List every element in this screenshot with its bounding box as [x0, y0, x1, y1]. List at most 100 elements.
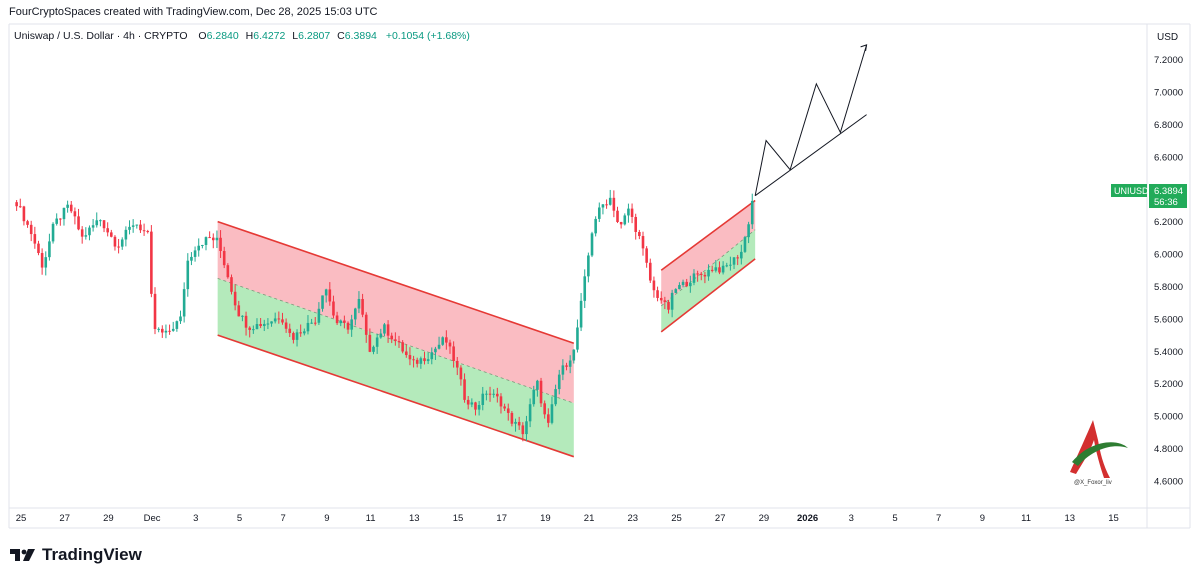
candle-body: [608, 197, 612, 205]
candle-body: [536, 380, 539, 390]
projection-arrowhead: [860, 44, 868, 51]
time-tick-label: 21: [584, 513, 595, 524]
tradingview-icon: [10, 549, 35, 561]
candle-body: [652, 280, 656, 291]
candle-body: [587, 255, 590, 277]
candle-body: [641, 236, 645, 249]
time-tick-label: 3: [849, 513, 854, 524]
candle-body: [150, 231, 153, 294]
time-tick-label: 2026: [797, 513, 818, 524]
time-tick-label: 3: [193, 513, 198, 524]
candle-body: [648, 262, 652, 281]
descending-channel-lower-line: [217, 334, 575, 458]
candle-body: [273, 318, 277, 322]
candle-body: [328, 289, 332, 302]
rising-wedge-upper-zone: [661, 200, 756, 306]
candle-body: [292, 333, 295, 340]
time-tick-label: 5: [237, 513, 242, 524]
candle-body: [594, 218, 597, 234]
time-tick-label: 27: [59, 513, 70, 524]
projection-zigzag: [754, 44, 868, 196]
candle-body: [244, 315, 248, 328]
tradingview-brand-text: TradingView: [42, 545, 142, 564]
candle-body: [532, 389, 536, 405]
candle-body: [408, 355, 412, 360]
candle-body: [259, 324, 262, 327]
candle-body: [281, 319, 284, 323]
candle-body: [681, 281, 685, 286]
candle-body: [707, 269, 710, 277]
candle-body: [219, 237, 222, 252]
candlestick-series: [15, 189, 754, 442]
price-tick-label: 6.8000: [1154, 120, 1183, 131]
candle-body: [33, 234, 37, 244]
time-tick-label: 19: [540, 513, 551, 524]
candle-body: [84, 235, 88, 237]
candle-body: [186, 260, 190, 290]
candle-body: [729, 264, 732, 266]
candle-body: [197, 245, 201, 251]
candle-body: [718, 267, 721, 273]
candle-body: [354, 308, 357, 320]
candle-body: [590, 233, 594, 256]
descending-channel-upper-line: [217, 220, 575, 344]
candle-body: [568, 360, 572, 367]
candle-body: [255, 324, 259, 330]
candle-body: [37, 243, 40, 254]
candle-body: [747, 224, 750, 238]
price-tick-label: 4.8000: [1154, 444, 1183, 455]
price-tick-label: 5.2000: [1154, 379, 1183, 390]
candle-body: [241, 315, 244, 317]
candle-body: [44, 257, 48, 268]
candle-body: [233, 291, 237, 306]
candle-body: [66, 204, 69, 208]
legend-line: Uniswap / U.S. Dollar · 4h · CRYPTO O6.2…: [14, 30, 470, 42]
candle-body: [288, 328, 292, 334]
candle-body: [48, 241, 51, 258]
candle-body: [616, 210, 619, 222]
time-tick-label: 15: [453, 513, 464, 524]
candle-body: [160, 328, 164, 333]
candle-body: [361, 298, 364, 315]
candle-body: [120, 239, 124, 247]
candle-body: [15, 202, 18, 207]
candle-body: [171, 328, 175, 331]
candle-body: [102, 220, 106, 229]
price-axis-currency[interactable]: USD: [1157, 32, 1178, 43]
candle-body: [550, 404, 554, 423]
candle-body: [146, 231, 150, 233]
candle-body: [430, 352, 434, 360]
candle-body: [448, 342, 452, 347]
candle-body: [193, 250, 197, 257]
candle-body: [332, 301, 335, 316]
candle-body: [601, 204, 605, 208]
candle-body: [22, 206, 26, 222]
candle-body: [211, 237, 215, 241]
candle-body: [576, 327, 579, 350]
time-axis-ticks: 25 27 29 Dec 3 5 7 9 11 13 15 17 19 21 23 25 27 29 2026 3 5 7…: [16, 513, 1119, 524]
projection-trendline: [754, 114, 867, 197]
candle-body: [230, 277, 233, 292]
candle-body: [714, 267, 718, 271]
candle-body: [179, 316, 182, 322]
candle-body: [394, 339, 397, 342]
candle-body: [69, 204, 73, 212]
candle-body: [397, 341, 401, 343]
candle-body: [623, 215, 627, 225]
candle-body: [434, 348, 437, 353]
candle-body: [554, 389, 557, 405]
candle-body: [295, 332, 299, 340]
candle-body: [725, 265, 729, 267]
legend-change: +0.1054 (+1.68%): [386, 30, 470, 42]
candle-body: [201, 244, 204, 246]
candle-body: [514, 421, 517, 424]
candle-body: [699, 273, 703, 275]
legend-high: 6.4272: [253, 30, 285, 42]
candle-body: [142, 230, 146, 232]
tradingview-logo[interactable]: TradingView: [10, 545, 142, 565]
pattern-drawings: [217, 199, 756, 458]
candle-body: [383, 324, 386, 334]
legend-l-label: L: [292, 30, 298, 42]
candle-body: [77, 216, 80, 230]
